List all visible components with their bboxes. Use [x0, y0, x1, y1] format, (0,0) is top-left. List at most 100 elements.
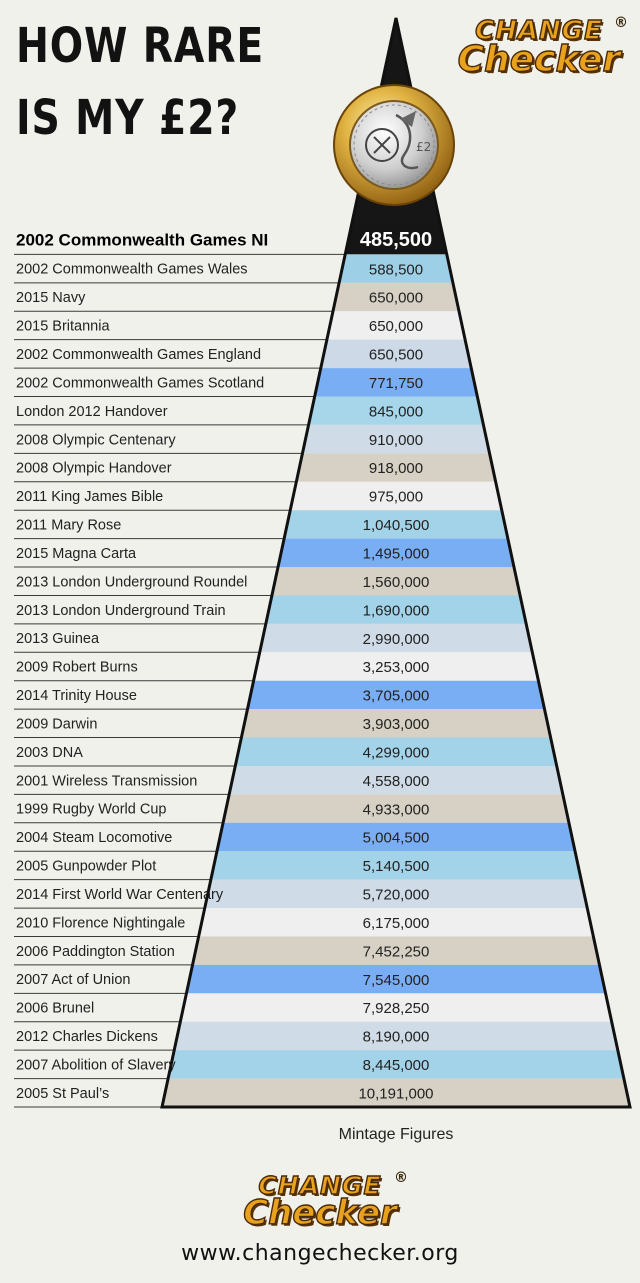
category-label: 2013 Guinea: [16, 631, 100, 647]
value-label: 5,140,500: [363, 858, 430, 875]
pyramid-band: [320, 339, 472, 369]
category-label: 2003 DNA: [16, 745, 83, 761]
value-label: 7,452,250: [363, 943, 430, 960]
logo-word-checker: Checker: [242, 1193, 397, 1233]
category-label: 2004 Steam Locomotive: [16, 830, 172, 846]
svg-text:£2: £2: [416, 140, 431, 154]
pyramid-band: [326, 311, 466, 340]
value-label: 8,445,000: [363, 1057, 430, 1074]
value-labels: 485,500 588,500 650,000 650,000 650,500 771,7…: [358, 229, 433, 1103]
value-label: 4,299,000: [363, 744, 430, 761]
registered-mark: ®: [614, 15, 628, 31]
value-label: 7,545,000: [363, 972, 430, 989]
category-label: 2002 Commonwealth Games NI: [16, 230, 268, 249]
category-rows: 2002 Commonwealth Games NI 2002 Commonwea…: [14, 230, 346, 1108]
pyramid-band: [308, 396, 484, 425]
category-label: 2015 Magna Carta: [16, 546, 137, 562]
logo-word-checker: Checker: [457, 39, 621, 80]
pyramid-band: [345, 226, 447, 255]
value-label: 6,175,000: [363, 915, 430, 932]
pyramid-band: [174, 1021, 618, 1051]
category-label: 2008 Olympic Handover: [16, 461, 172, 477]
registered-mark: ®: [394, 1170, 408, 1186]
value-label: 3,705,000: [363, 688, 430, 705]
pyramid-band: [290, 481, 502, 511]
category-label: 2002 Commonwealth Games England: [16, 347, 261, 363]
category-label: 2006 Paddington Station: [16, 944, 175, 960]
category-label: 2005 St Paul’s: [16, 1086, 109, 1102]
value-label: 650,000: [369, 290, 423, 307]
category-label: 2015 Britannia: [16, 319, 110, 335]
category-label: 2012 Charles Dickens: [16, 1029, 158, 1045]
website-url: www.changechecker.org: [181, 1241, 459, 1266]
value-label: 918,000: [369, 460, 423, 477]
value-label: 7,928,250: [363, 1000, 430, 1017]
pyramid-band: [192, 936, 600, 965]
value-label: 3,253,000: [363, 659, 430, 676]
category-label: 2010 Florence Nightingale: [16, 915, 185, 931]
pyramid-band: [198, 908, 594, 937]
category-label: 2014 First World War Centenary: [16, 887, 224, 903]
value-label: 845,000: [369, 403, 423, 420]
value-label: 3,903,000: [363, 716, 430, 733]
pyramid-band: [339, 254, 453, 283]
change-checker-logo-bottom: CHANGE Checker ®: [232, 1170, 408, 1233]
category-label: 2011 Mary Rose: [16, 518, 121, 534]
category-label: 2014 Trinity House: [16, 688, 137, 704]
pyramid-band: [314, 368, 478, 397]
category-label: 2011 King James Bible: [16, 489, 163, 505]
value-label: 2,990,000: [363, 631, 430, 648]
pyramid-band: [204, 879, 588, 909]
category-label: 2005 Gunpowder Plot: [16, 859, 156, 875]
pyramid-band: [229, 765, 563, 795]
pyramid-outline: [160, 17, 632, 1109]
value-label: 650,000: [369, 318, 423, 335]
change-checker-logo-top: CHANGE Checker ®: [448, 15, 630, 80]
value-label: 4,558,000: [363, 773, 430, 790]
pyramid-chart: 2002 Commonwealth Games NI 2002 Commonwea…: [14, 17, 632, 1143]
logo-word-change: CHANGE: [474, 16, 603, 46]
category-label: 2002 Commonwealth Games Scotland: [16, 375, 264, 391]
value-label: 771,750: [369, 375, 423, 392]
pyramid-band: [210, 851, 582, 880]
category-label: 2013 London Underground Train: [16, 603, 226, 619]
value-label: 650,500: [369, 347, 423, 364]
pyramid-band: [162, 1078, 630, 1107]
logo-word-change: CHANGE: [258, 1171, 382, 1200]
value-label: 5,720,000: [363, 887, 430, 904]
value-label: 1,495,000: [363, 546, 430, 563]
pyramid-band: [296, 453, 496, 482]
category-label: 2009 Darwin: [16, 716, 97, 732]
headline-line-1: HOW RARE: [16, 18, 265, 74]
category-label: 2002 Commonwealth Games Wales: [16, 262, 248, 278]
x-axis-label: Mintage Figures: [339, 1126, 454, 1143]
pyramid-band: [259, 623, 533, 653]
category-label: 2008 Olympic Centenary: [16, 432, 176, 448]
value-label: 10,191,000: [358, 1085, 433, 1102]
category-label: London 2012 Handover: [16, 404, 168, 420]
pyramid-band: [223, 794, 569, 823]
category-label: 2006 Brunel: [16, 1001, 94, 1017]
category-label: 2007 Abolition of Slavery: [16, 1057, 176, 1073]
category-label: 2009 Robert Burns: [16, 660, 138, 676]
pyramid-band: [265, 595, 527, 624]
pyramid-band: [332, 282, 460, 312]
two-pound-coin-icon: £2: [333, 84, 455, 206]
category-label: 2015 Navy: [16, 290, 86, 306]
pyramid-band: [168, 1050, 624, 1079]
pyramid-band: [180, 993, 612, 1022]
value-label: 910,000: [369, 432, 423, 449]
category-label: 2013 London Underground Roundel: [16, 574, 247, 590]
pyramid-band: [284, 510, 508, 539]
pyramid-band: [216, 822, 576, 852]
category-label: 2001 Wireless Transmission: [16, 773, 197, 789]
pyramid-band: [271, 567, 521, 596]
pyramid-band: [253, 652, 539, 681]
value-label: 1,560,000: [363, 574, 430, 591]
category-label: 2007 Act of Union: [16, 972, 130, 988]
value-label: 975,000: [369, 489, 423, 506]
value-label: 4,933,000: [363, 801, 430, 818]
pyramid-band: [302, 424, 490, 454]
pyramid-band: [278, 538, 514, 568]
pyramid-band: [235, 737, 557, 766]
